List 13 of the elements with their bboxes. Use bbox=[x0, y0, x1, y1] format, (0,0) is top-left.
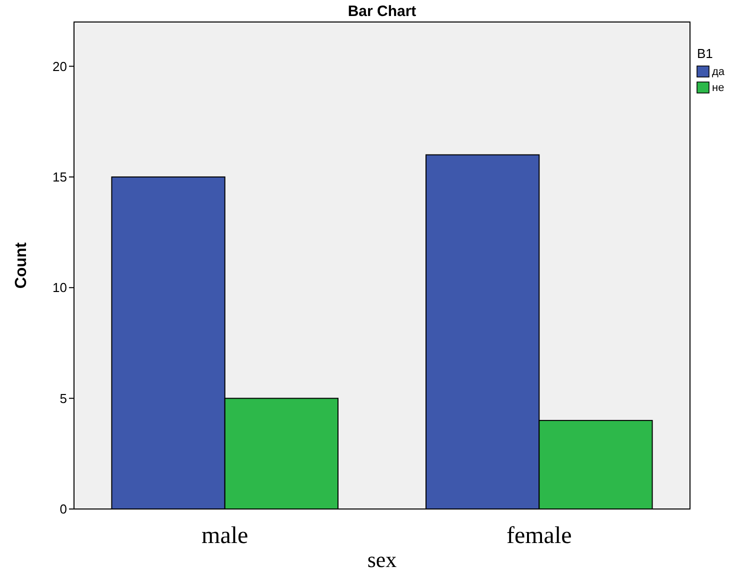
legend-label: да bbox=[712, 66, 726, 78]
x-tick-label: female bbox=[506, 523, 572, 549]
x-tick-label: male bbox=[202, 523, 248, 549]
y-axis-title: Count bbox=[13, 242, 30, 289]
y-tick-label: 0 bbox=[60, 502, 67, 517]
y-tick-label: 5 bbox=[60, 390, 67, 406]
x-axis-title: sex bbox=[367, 547, 397, 572]
y-tick-label: 10 bbox=[52, 280, 67, 296]
y-tick-label: 15 bbox=[52, 170, 67, 185]
chart-title: Bar Chart bbox=[348, 3, 416, 20]
legend-label: не bbox=[712, 82, 724, 94]
legend-title: B1 bbox=[697, 46, 713, 61]
y-tick-label: 20 bbox=[52, 58, 67, 74]
